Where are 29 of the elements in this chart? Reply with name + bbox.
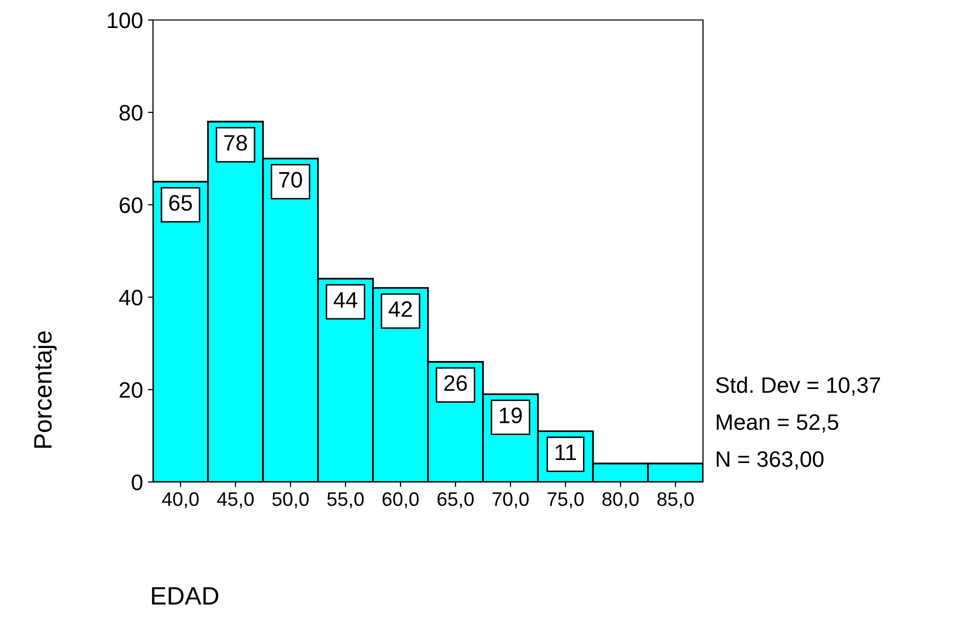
y-tick-label: 80 (120, 104, 142, 121)
data-label: 65 (169, 195, 192, 211)
x-axis-title: EDAD (152, 587, 218, 604)
y-tick-label: 40 (119, 290, 142, 306)
x-tick-label: 45,0 (217, 492, 254, 508)
data-label: 42 (388, 301, 412, 317)
y-tick-label: 100 (108, 12, 142, 28)
x-tick-label: 75,0 (548, 492, 584, 508)
data-label: 11 (556, 444, 576, 460)
x-tick-label: 40,0 (162, 492, 199, 508)
x-tick-label: 50,0 (272, 492, 309, 508)
data-label: 70 (279, 172, 302, 188)
text: N = 363,00 (716, 451, 824, 470)
x-tick-label: 60,0 (382, 492, 419, 508)
y-axis-title: Porcentaje (33, 331, 57, 448)
x-tick-label: 55,0 (327, 492, 364, 508)
data-label: 26 (444, 375, 467, 391)
x-tick-label: 70,0 (492, 492, 529, 508)
data-label: 19 (500, 408, 522, 424)
text: Std. Dev = 10,37 (716, 376, 880, 396)
y-tick-label: 20 (120, 382, 142, 398)
data-label: 44 (334, 292, 358, 308)
x-tick-label: 80,0 (602, 492, 639, 508)
x-tick-label: 85,0 (657, 492, 694, 508)
y-tick-label: 0 (132, 474, 142, 490)
x-tick-label: 65,0 (438, 492, 474, 508)
y-tick-label: 60 (120, 197, 142, 214)
text: Mean = 52,5 (716, 414, 838, 433)
data-label: 78 (224, 134, 247, 151)
